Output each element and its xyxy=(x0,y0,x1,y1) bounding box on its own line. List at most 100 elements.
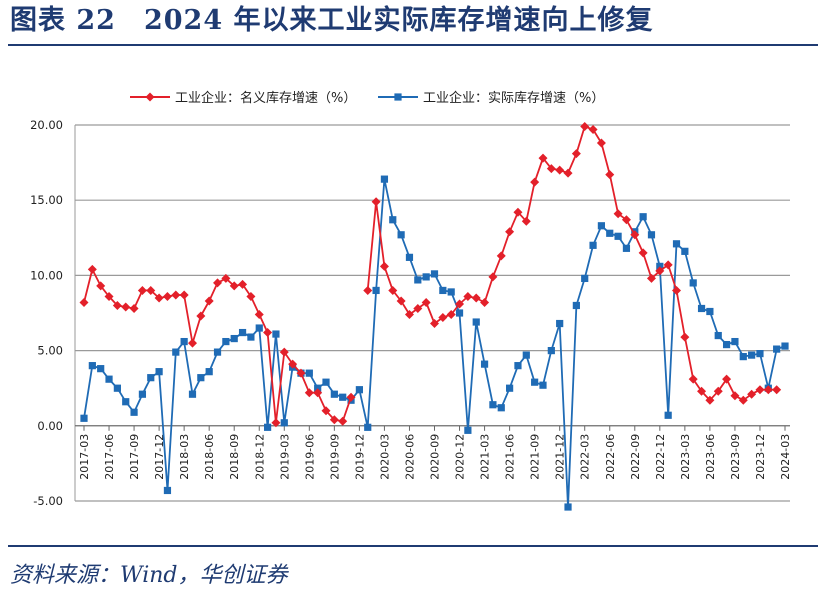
data-point xyxy=(96,281,106,291)
data-point xyxy=(472,318,480,326)
data-point xyxy=(113,384,121,392)
data-point xyxy=(147,374,155,382)
data-point xyxy=(388,285,398,295)
data-point xyxy=(614,232,622,240)
data-point xyxy=(222,337,230,346)
x-tick-label: 2018-09 xyxy=(228,434,241,480)
data-point xyxy=(489,401,497,409)
data-point xyxy=(756,350,764,358)
data-point xyxy=(355,386,363,394)
data-point xyxy=(621,215,631,225)
data-point xyxy=(296,368,306,378)
x-tick-label: 2021-03 xyxy=(479,434,492,480)
x-tick-label: 2019-03 xyxy=(278,434,291,480)
data-point xyxy=(138,390,147,398)
data-point xyxy=(422,273,430,281)
x-tick-label: 2023-12 xyxy=(754,434,767,480)
data-point xyxy=(596,138,606,148)
data-point xyxy=(179,290,189,300)
x-tick-label: 2017-06 xyxy=(103,434,116,480)
data-point xyxy=(664,411,672,419)
data-point xyxy=(271,418,281,428)
data-point xyxy=(172,348,180,356)
data-point xyxy=(514,362,522,370)
data-point xyxy=(672,285,682,295)
data-point xyxy=(394,93,402,101)
data-point xyxy=(714,331,722,340)
data-point xyxy=(430,319,439,329)
data-point xyxy=(97,365,105,373)
data-point xyxy=(229,281,239,291)
x-tick-label: 2021-09 xyxy=(529,434,542,480)
data-point xyxy=(105,375,113,383)
data-point xyxy=(538,153,548,163)
data-point xyxy=(781,342,789,350)
data-point xyxy=(405,253,414,261)
data-point xyxy=(755,385,765,395)
data-point xyxy=(80,414,88,422)
data-point xyxy=(605,170,615,180)
series-layer xyxy=(79,122,789,511)
data-point xyxy=(364,423,372,431)
data-point xyxy=(638,248,648,258)
data-point xyxy=(497,404,505,412)
series-real-inventory xyxy=(80,175,789,511)
data-point xyxy=(238,279,248,289)
data-point xyxy=(263,423,272,431)
data-point xyxy=(647,231,656,239)
data-point xyxy=(279,347,289,357)
data-point xyxy=(171,290,181,300)
data-point xyxy=(655,266,665,276)
data-point xyxy=(145,92,155,102)
data-point xyxy=(672,240,681,248)
data-point xyxy=(146,285,156,295)
data-point xyxy=(522,351,530,359)
data-point xyxy=(772,385,782,395)
data-point xyxy=(339,393,347,401)
data-point xyxy=(763,385,773,395)
data-point xyxy=(372,286,380,295)
data-point xyxy=(346,392,356,402)
data-point xyxy=(705,395,715,405)
data-point xyxy=(563,168,573,178)
data-point xyxy=(539,381,547,389)
y-tick-label: 20.00 xyxy=(30,118,63,132)
data-point xyxy=(697,304,706,313)
source-note: 资料来源：Wind，华创证券 xyxy=(10,563,288,588)
data-point xyxy=(546,164,556,174)
data-point xyxy=(272,330,280,338)
data-point xyxy=(496,251,506,261)
data-point xyxy=(163,486,172,495)
x-tick-label: 2017-09 xyxy=(128,434,141,480)
data-point xyxy=(680,332,690,342)
data-point xyxy=(521,216,531,226)
data-point xyxy=(630,230,640,240)
data-point xyxy=(263,328,273,338)
data-point xyxy=(464,426,472,434)
data-point xyxy=(738,395,748,405)
data-point xyxy=(330,390,338,398)
data-point xyxy=(238,328,247,337)
y-tick-label: 15.00 xyxy=(30,193,63,207)
data-point xyxy=(597,222,606,230)
data-point xyxy=(706,307,714,316)
x-tick-label: 2019-06 xyxy=(303,434,316,480)
chart-legend: 工业企业：名义库存增速（%） 工业企业：实际库存增速（%） xyxy=(130,90,604,106)
x-tick-label: 2022-06 xyxy=(604,434,617,480)
data-point xyxy=(187,338,197,348)
data-point xyxy=(305,369,313,377)
data-point xyxy=(380,175,389,183)
data-point xyxy=(154,293,164,303)
data-point xyxy=(688,374,698,384)
data-point xyxy=(580,122,590,132)
x-tick-label: 2023-06 xyxy=(704,434,717,480)
data-point xyxy=(379,261,389,271)
data-point xyxy=(88,362,96,370)
data-point xyxy=(530,177,540,187)
data-point xyxy=(506,384,514,392)
data-point xyxy=(588,125,598,135)
data-point xyxy=(421,297,431,307)
data-point xyxy=(572,301,580,310)
data-point xyxy=(197,374,205,382)
data-point xyxy=(180,337,188,346)
